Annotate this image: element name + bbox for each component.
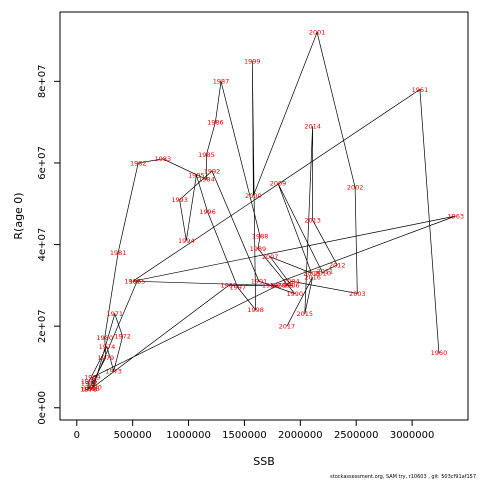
year-label: 2001 bbox=[309, 29, 326, 37]
year-label: 1966 bbox=[83, 385, 100, 393]
year-label: 1964 bbox=[262, 282, 279, 290]
year-label: 1973 bbox=[105, 367, 122, 375]
year-label: 1996 bbox=[199, 208, 216, 216]
x-axis-title: SSB bbox=[253, 455, 275, 468]
year-label: 1984 bbox=[198, 176, 215, 184]
year-label: 1981 bbox=[110, 249, 127, 257]
x-tick-label: 0 bbox=[74, 430, 80, 441]
y-tick-label: 6e+07 bbox=[37, 146, 48, 180]
year-labels: 1960 1961 1962 1963 1964 1965 1966 1967 1968 1969… bbox=[80, 29, 464, 394]
year-label: 1967 bbox=[221, 282, 238, 290]
year-label: 1994 bbox=[178, 237, 195, 245]
year-label: 1983 bbox=[155, 155, 172, 163]
year-label: 1963 bbox=[447, 212, 464, 220]
year-label: 2008 bbox=[303, 269, 320, 277]
x-tick-label: 1500000 bbox=[222, 430, 267, 441]
y-tick-label: 2e+07 bbox=[37, 309, 48, 343]
year-label: 1968 bbox=[270, 282, 287, 290]
year-label: 1962 bbox=[124, 278, 141, 286]
year-label: 2000 bbox=[245, 192, 262, 200]
year-label: 1977 bbox=[81, 380, 98, 388]
year-label: 2002 bbox=[347, 184, 364, 192]
y-axis: 0e+00 2e+07 4e+07 6e+07 8e+07 bbox=[37, 65, 60, 425]
y-tick-label: 8e+07 bbox=[37, 65, 48, 99]
year-label: 2012 bbox=[329, 261, 346, 269]
year-label: 2006 bbox=[283, 282, 300, 290]
year-label: 1995 bbox=[188, 172, 205, 180]
year-label: 2004 bbox=[283, 278, 300, 286]
year-label: 1989 bbox=[250, 245, 267, 253]
year-label: 2007 bbox=[262, 253, 279, 261]
x-tick-label: 2000000 bbox=[278, 430, 323, 441]
year-label: 1971 bbox=[106, 310, 123, 318]
series-line bbox=[88, 31, 456, 390]
plot-frame bbox=[59, 11, 469, 421]
year-label: 2017 bbox=[279, 322, 296, 330]
year-label: 2009 bbox=[270, 180, 287, 188]
year-label: 1992 bbox=[204, 167, 221, 175]
year-label: 1991 bbox=[251, 278, 268, 286]
year-label: 1982 bbox=[130, 159, 147, 167]
y-tick-label: 0e+00 bbox=[37, 391, 48, 425]
year-label: 1972 bbox=[114, 333, 131, 341]
year-label: 1985 bbox=[198, 151, 215, 159]
y-tick-label: 4e+07 bbox=[37, 228, 48, 262]
year-label: 1976 bbox=[80, 385, 97, 393]
year-label: 1987 bbox=[213, 78, 230, 86]
year-label: 2014 bbox=[304, 123, 321, 131]
year-label: 1980 bbox=[96, 334, 113, 342]
year-label: 2005 bbox=[278, 282, 295, 290]
year-label: 1997 bbox=[229, 284, 246, 292]
x-tick-label: 500000 bbox=[114, 430, 152, 441]
year-label: 1993 bbox=[171, 196, 188, 204]
x-tick-label: 3000000 bbox=[390, 430, 435, 441]
year-label: 1961 bbox=[412, 86, 429, 94]
x-tick-label: 2500000 bbox=[334, 430, 379, 441]
year-label: 2010 bbox=[314, 269, 331, 277]
year-label: 1986 bbox=[207, 118, 224, 126]
year-label: 1978 bbox=[81, 385, 98, 393]
year-label: 1990 bbox=[286, 290, 303, 298]
year-label: 2003 bbox=[349, 290, 366, 298]
year-label: 1960 bbox=[431, 349, 448, 357]
x-tick-label: 1000000 bbox=[166, 430, 211, 441]
year-label: 2011 bbox=[317, 267, 334, 275]
year-label: 1979 bbox=[98, 354, 115, 362]
year-label: 2016 bbox=[304, 274, 321, 282]
year-label: 1999 bbox=[244, 57, 261, 65]
x-axis: 0 500000 1000000 1500000 2000000 2500000 30000… bbox=[74, 420, 435, 441]
year-label: 1965 bbox=[129, 278, 146, 286]
year-label: 1974 bbox=[99, 343, 116, 351]
footer-text: stockassessment.org, SAM try, r10603 , g… bbox=[330, 474, 476, 480]
year-label: 2013 bbox=[304, 216, 321, 224]
y-axis-title: R(age 0) bbox=[12, 192, 25, 239]
recruitment-path bbox=[88, 31, 456, 390]
year-label: 1970 bbox=[85, 384, 102, 392]
year-label: 2015 bbox=[297, 310, 314, 318]
year-label: 1969 bbox=[84, 373, 101, 381]
year-label: 1988 bbox=[252, 233, 269, 241]
year-label: 1975 bbox=[81, 378, 98, 386]
year-label: 1998 bbox=[247, 306, 264, 314]
